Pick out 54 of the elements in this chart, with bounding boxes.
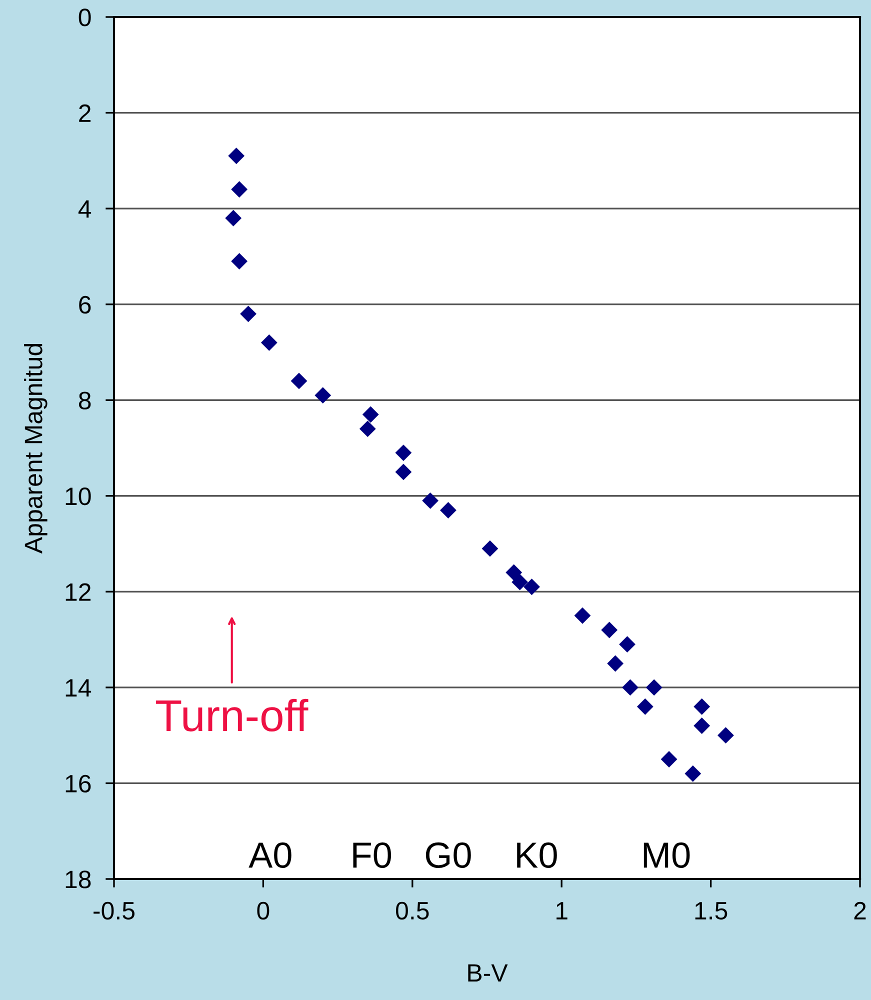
y-tick-label: 16	[66, 774, 91, 793]
point	[482, 540, 498, 557]
x-tick-label: 2	[854, 902, 866, 920]
point	[512, 574, 528, 590]
y-tick-label: 6	[79, 296, 91, 314]
y-tick-label: 14	[66, 679, 92, 697]
annotation: A0	[248, 842, 292, 868]
point	[231, 181, 248, 198]
point	[506, 564, 522, 581]
y-tick-label: 4	[78, 200, 92, 218]
x-tick-label: 1	[556, 902, 568, 920]
point	[240, 306, 256, 322]
point	[228, 148, 245, 164]
point	[395, 444, 412, 462]
annotation: F0	[353, 842, 392, 868]
annotation: Turn-off	[156, 698, 308, 732]
point	[622, 679, 638, 696]
y-tick-label: 12	[66, 583, 91, 601]
point	[395, 464, 412, 480]
point	[359, 420, 376, 438]
x-tick-label: 0	[257, 902, 270, 920]
point	[694, 718, 710, 734]
y-tick-label: 0	[78, 8, 91, 26]
point	[362, 406, 379, 423]
x-tick-label: -0.5	[94, 902, 134, 920]
point	[718, 727, 734, 744]
point	[619, 636, 636, 653]
point	[231, 253, 248, 270]
x-axis-title: B-V	[468, 964, 508, 982]
point	[225, 210, 242, 226]
y-tick-label: 10	[66, 487, 91, 506]
point	[524, 578, 540, 596]
y-tick-label: 18	[66, 870, 91, 888]
point	[574, 607, 591, 624]
point	[636, 698, 654, 715]
point	[422, 492, 439, 509]
y-tick-label: 8	[78, 392, 91, 410]
x-tick-label: 1.5	[695, 902, 728, 920]
point	[314, 387, 332, 404]
point	[260, 334, 278, 351]
y-axis-title: Apparent Magnitud	[24, 344, 48, 554]
annotation: G0	[426, 842, 471, 868]
point	[660, 751, 678, 768]
x-tick-label: 0.5	[396, 902, 429, 920]
point	[290, 372, 308, 390]
point	[684, 765, 702, 782]
y-tick-label: 2	[79, 104, 91, 122]
point	[646, 679, 662, 696]
point	[601, 622, 618, 638]
annotation: M0	[644, 842, 690, 868]
point	[607, 655, 624, 672]
point	[440, 502, 456, 518]
annotation: K0	[517, 842, 557, 868]
point	[694, 698, 710, 715]
